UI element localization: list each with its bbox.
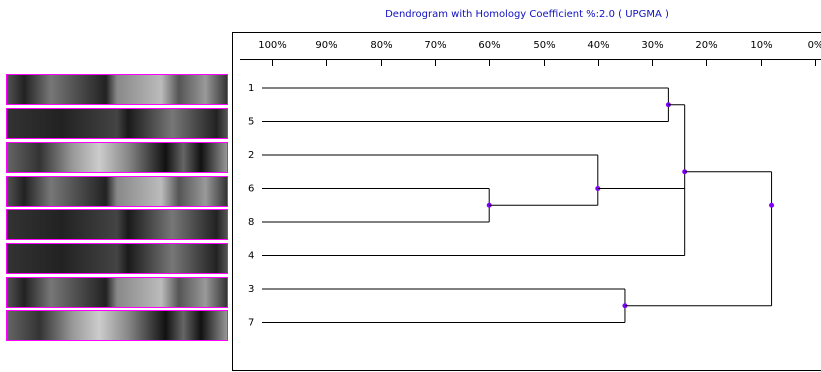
x-tick-label: 20% xyxy=(695,40,717,51)
x-tick-label: 40% xyxy=(587,40,609,51)
gel-lane xyxy=(7,143,228,173)
plot-frame xyxy=(233,33,821,371)
node xyxy=(769,203,774,208)
leaf-label: 3 xyxy=(248,284,254,295)
leaf-label: 2 xyxy=(248,150,254,161)
page: Dendrogram with Homology Coefficient %:2… xyxy=(0,0,821,372)
x-tick-label: 80% xyxy=(370,40,392,51)
x-tick-label: 30% xyxy=(641,40,663,51)
leaf-label: 1 xyxy=(248,83,254,94)
x-tick-label: 50% xyxy=(533,40,555,51)
x-tick-label: 70% xyxy=(424,40,446,51)
gel-lane xyxy=(7,311,228,341)
x-tick-label: 0% xyxy=(808,40,821,51)
gel-lane xyxy=(7,109,228,139)
x-tick-label: 100% xyxy=(258,40,287,51)
leaf-label: 4 xyxy=(248,251,254,262)
x-tick-label: 10% xyxy=(750,40,772,51)
gel-lane xyxy=(7,278,228,308)
gel-lane xyxy=(7,75,228,105)
gel-lane xyxy=(7,210,228,240)
gel-lane xyxy=(7,244,228,274)
chart-title: Dendrogram with Homology Coefficient %:2… xyxy=(385,9,669,20)
x-tick-label: 90% xyxy=(315,40,337,51)
leaf-label: 7 xyxy=(248,318,254,329)
gel-lanes xyxy=(7,75,228,341)
leaf-label: 6 xyxy=(248,184,254,195)
x-tick-label: 60% xyxy=(478,40,500,51)
leaf-label: 8 xyxy=(248,217,254,228)
gel-lane xyxy=(7,177,228,207)
leaf-label: 5 xyxy=(248,117,254,128)
chart: Dendrogram with Homology Coefficient %:2… xyxy=(0,0,821,372)
